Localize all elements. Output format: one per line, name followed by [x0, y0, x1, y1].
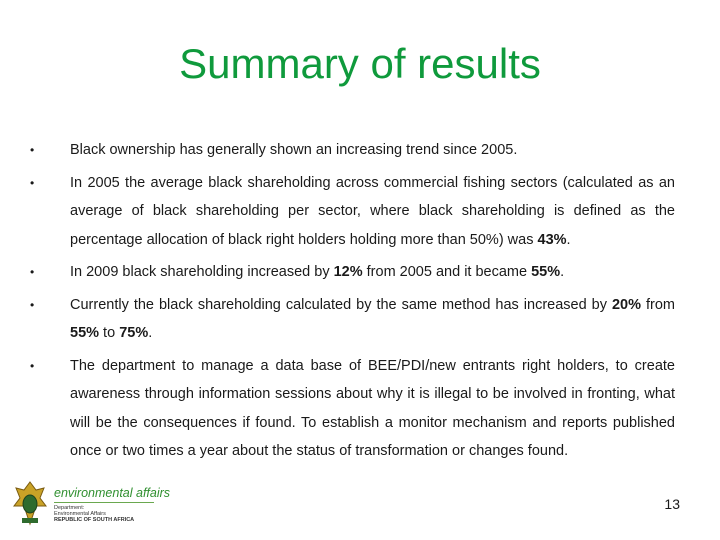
bullet-list: • Black ownership has generally shown an… — [30, 136, 675, 470]
bullet-text: In 2009 black shareholding increased by — [70, 264, 334, 280]
page-number: 13 — [664, 496, 680, 512]
department-logo: environmental affairs Department: Enviro… — [10, 478, 170, 528]
bullet-text: from — [641, 296, 675, 313]
bullet-text: to — [99, 325, 120, 341]
slide-title: Summary of results — [179, 40, 541, 87]
logo-line: Environmental Affairs — [54, 511, 106, 517]
bullet-text: . — [560, 264, 565, 280]
bullet-highlight: 75% — [119, 325, 149, 341]
logo-divider — [54, 502, 154, 503]
bullet-dot-icon: • — [30, 265, 35, 279]
bullet-highlight: 55% — [70, 325, 100, 341]
bullet-highlight: 43% — [537, 231, 567, 248]
bullet-item: • In 2005 the average black shareholding… — [30, 169, 675, 255]
coat-of-arms-icon — [13, 481, 47, 526]
bullet-text: . — [566, 231, 571, 248]
bullet-item: • The department to manage a data base o… — [30, 352, 675, 466]
bullet-text: The department to manage a data base of … — [70, 357, 675, 460]
bullet-dot-icon: • — [30, 143, 35, 157]
bullet-item: • In 2009 black shareholding increased b… — [30, 258, 675, 287]
bullet-highlight: 12% — [333, 264, 363, 280]
logo-brand-text: environmental affairs — [54, 486, 171, 500]
bullet-dot-icon: • — [30, 297, 35, 312]
bullet-highlight: 20% — [611, 296, 641, 313]
bullet-item: • Black ownership has generally shown an… — [30, 136, 675, 165]
bullet-text: from 2005 and it became — [362, 264, 532, 280]
logo-line: Department: — [54, 505, 85, 511]
bullet-text: Currently the black shareholding calcula… — [70, 296, 612, 313]
bullet-item: • Currently the black shareholding calcu… — [30, 291, 675, 348]
bullet-text: Black ownership has generally shown an i… — [70, 142, 518, 158]
bullet-text: . — [148, 325, 153, 341]
bullet-dot-icon: • — [30, 175, 35, 190]
logo-line: REPUBLIC OF SOUTH AFRICA — [54, 517, 135, 523]
bullet-dot-icon: • — [30, 358, 35, 373]
bullet-text: In 2005 the average black shareholding a… — [70, 174, 675, 248]
bullet-highlight: 55% — [531, 264, 561, 280]
